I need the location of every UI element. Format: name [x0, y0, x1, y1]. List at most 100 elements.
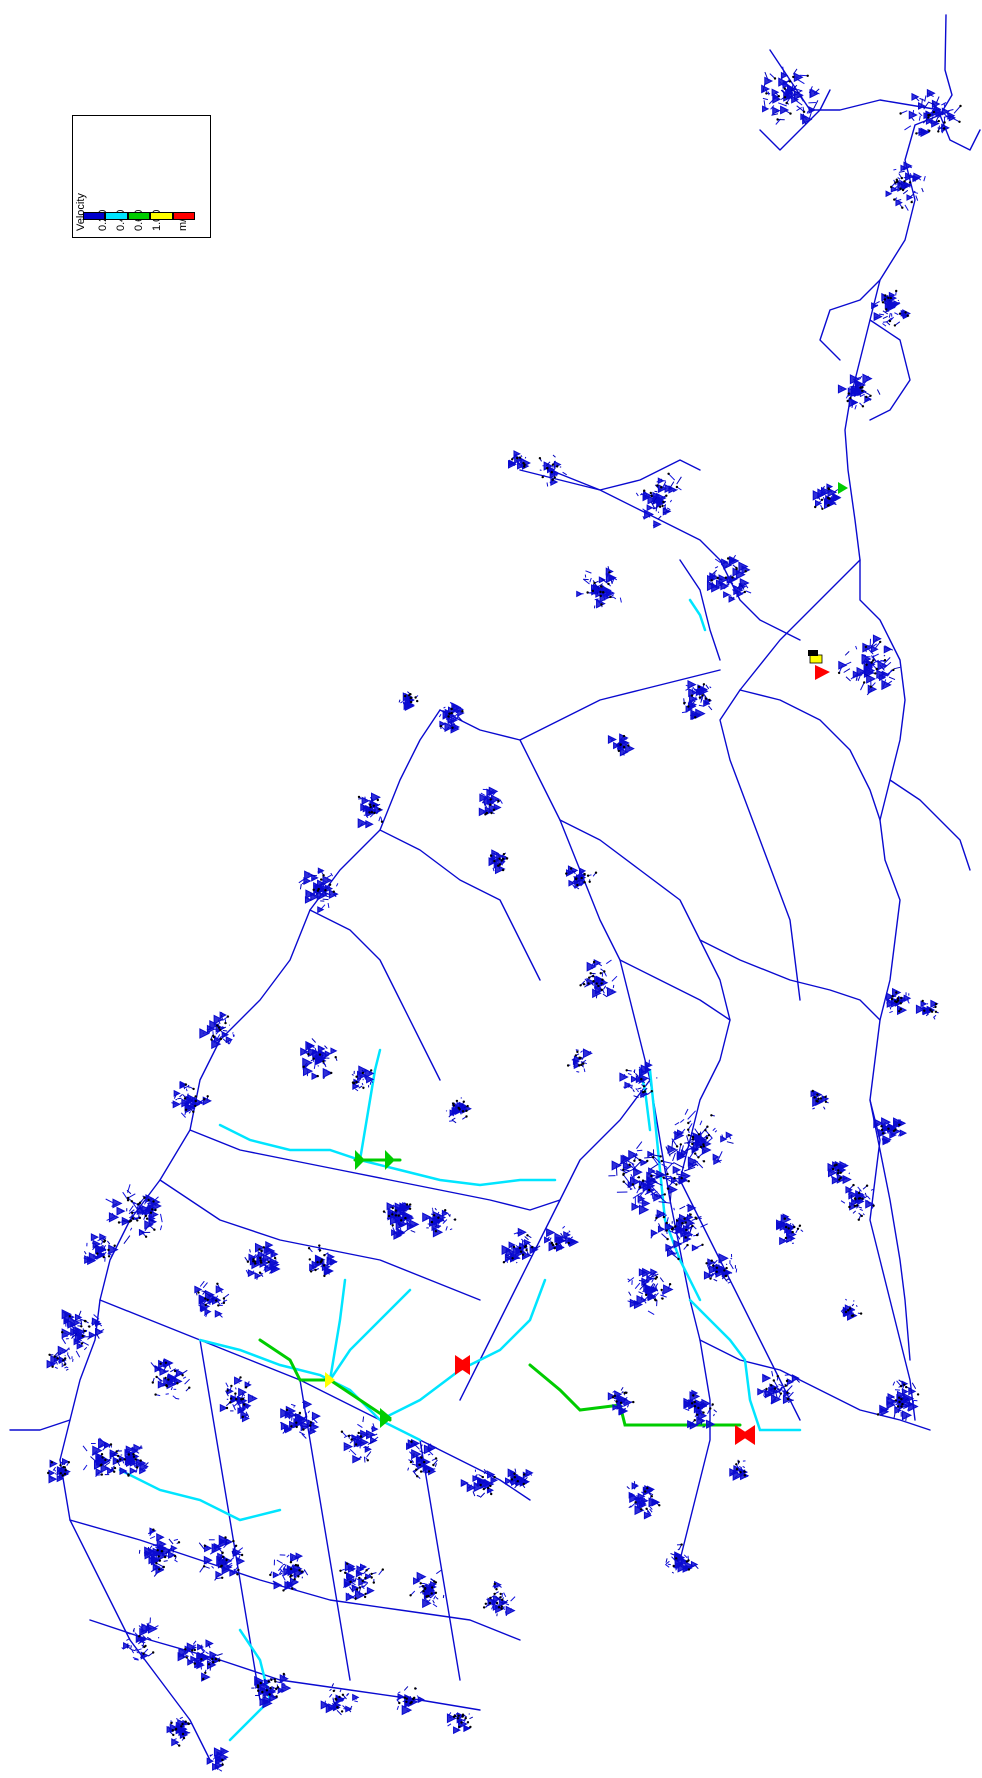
cluster-pipe: [106, 1240, 111, 1245]
junction-node: [403, 694, 407, 698]
junction-node: [597, 984, 600, 988]
junction-node: [600, 603, 603, 606]
valve-symbol: [665, 1243, 674, 1252]
cluster-pipe: [636, 1141, 643, 1150]
junction-node: [462, 1100, 465, 1103]
junction-node: [511, 458, 514, 461]
cluster-pipe: [443, 706, 446, 709]
cluster-pipe: [212, 1756, 216, 1760]
cluster-pipe: [349, 1705, 353, 1711]
cluster-pipe: [324, 1045, 328, 1049]
valve-symbol: [883, 645, 892, 654]
junction-node: [857, 1218, 860, 1221]
cluster-pipe: [434, 1207, 437, 1211]
cluster-pipe: [402, 1219, 406, 1223]
junction-node: [622, 1180, 625, 1183]
cluster-pipe: [790, 1237, 793, 1242]
cluster-pipe: [78, 1329, 82, 1335]
valve-symbol: [882, 1137, 891, 1146]
junction-node: [434, 1230, 438, 1233]
cluster-pipe: [852, 1210, 857, 1214]
cluster-pipe: [421, 1592, 424, 1595]
trunk-center-left: [379, 829, 541, 981]
cluster-pipe: [778, 1383, 784, 1387]
valve-symbol: [569, 1237, 580, 1248]
valve-symbol: [529, 1246, 538, 1255]
cluster-pipe: [232, 1403, 236, 1411]
junction-node: [551, 1243, 555, 1247]
cluster-pipe: [358, 1085, 363, 1089]
cluster-pipe: [706, 1137, 713, 1143]
junction-node: [894, 1399, 898, 1402]
junction-node: [224, 1021, 227, 1025]
cluster-pipe: [897, 177, 901, 180]
valve-symbol: [780, 71, 789, 80]
cluster-pipe: [442, 1219, 448, 1224]
cluster-pipe: [628, 1505, 632, 1509]
cluster-pipe: [559, 1239, 562, 1244]
cluster-pipe: [522, 1484, 526, 1489]
cluster-pipe: [612, 596, 617, 600]
cluster-pipe: [603, 587, 612, 594]
cluster-pipe: [52, 1466, 56, 1471]
junction-node: [312, 888, 315, 891]
cluster-pipe: [190, 1099, 195, 1105]
junction-node: [665, 1221, 668, 1225]
cyan-pipe-north: [358, 1048, 382, 1162]
cluster-pipe: [664, 512, 667, 515]
cluster-pipe: [776, 1387, 780, 1392]
junction-node: [382, 1210, 386, 1213]
valve-symbol: [206, 1024, 216, 1034]
junction-node: [409, 693, 412, 696]
valve-symbol: [611, 1160, 622, 1171]
valve-symbol: [259, 1697, 268, 1707]
cluster-pipe: [684, 1108, 689, 1115]
valve-symbol: [187, 1658, 195, 1666]
junction-node: [332, 890, 335, 893]
valve-symbol: [651, 1497, 661, 1507]
valve-symbol: [99, 1233, 107, 1241]
junction-node: [859, 386, 862, 389]
cluster-pipe: [168, 1538, 174, 1545]
cluster-pipe: [623, 1397, 628, 1401]
cluster-pipe: [818, 490, 823, 496]
cluster-pipe: [172, 1395, 177, 1399]
junction-node: [569, 867, 573, 870]
cluster-pipe: [602, 989, 605, 994]
valve-symbol: [366, 1429, 376, 1440]
valve-symbol: [712, 1153, 720, 1161]
valve-symbol: [886, 992, 895, 1001]
junction-node: [699, 1145, 703, 1149]
cluster-pipe: [859, 375, 863, 380]
junction-node: [580, 876, 583, 880]
valve-symbol: [95, 1468, 104, 1476]
cluster-pipe: [723, 1276, 728, 1282]
valve-symbol: [239, 1406, 246, 1413]
cluster-pipe: [571, 1058, 575, 1061]
junction-node: [368, 811, 371, 814]
cluster-pipe: [506, 1259, 508, 1263]
cluster-pipe: [469, 1716, 474, 1720]
junction-node: [708, 698, 711, 702]
junction-node: [541, 475, 544, 479]
valve-symbol: [721, 558, 729, 566]
cluster-pipe: [644, 1156, 654, 1159]
cluster-pipe: [363, 1456, 366, 1463]
cluster-pipe: [627, 1277, 635, 1283]
cluster-pipe: [923, 175, 926, 182]
junction-node: [309, 1270, 313, 1273]
junction-node: [362, 1086, 365, 1090]
valve-symbol: [200, 1652, 211, 1662]
junction-node: [128, 1220, 131, 1223]
cluster-pipe: [654, 1213, 661, 1222]
cluster-pipe: [280, 1681, 286, 1686]
valve-symbol: [683, 1400, 693, 1410]
valve-symbol: [460, 1479, 469, 1488]
cluster-pipe: [647, 1310, 655, 1316]
cluster-pipe: [580, 870, 585, 875]
valve-symbol: [622, 1161, 633, 1172]
valve-symbol: [666, 1248, 676, 1257]
valve-symbol: [184, 1103, 196, 1114]
valve-symbol: [309, 1263, 317, 1272]
cluster-pipe: [218, 1556, 221, 1559]
